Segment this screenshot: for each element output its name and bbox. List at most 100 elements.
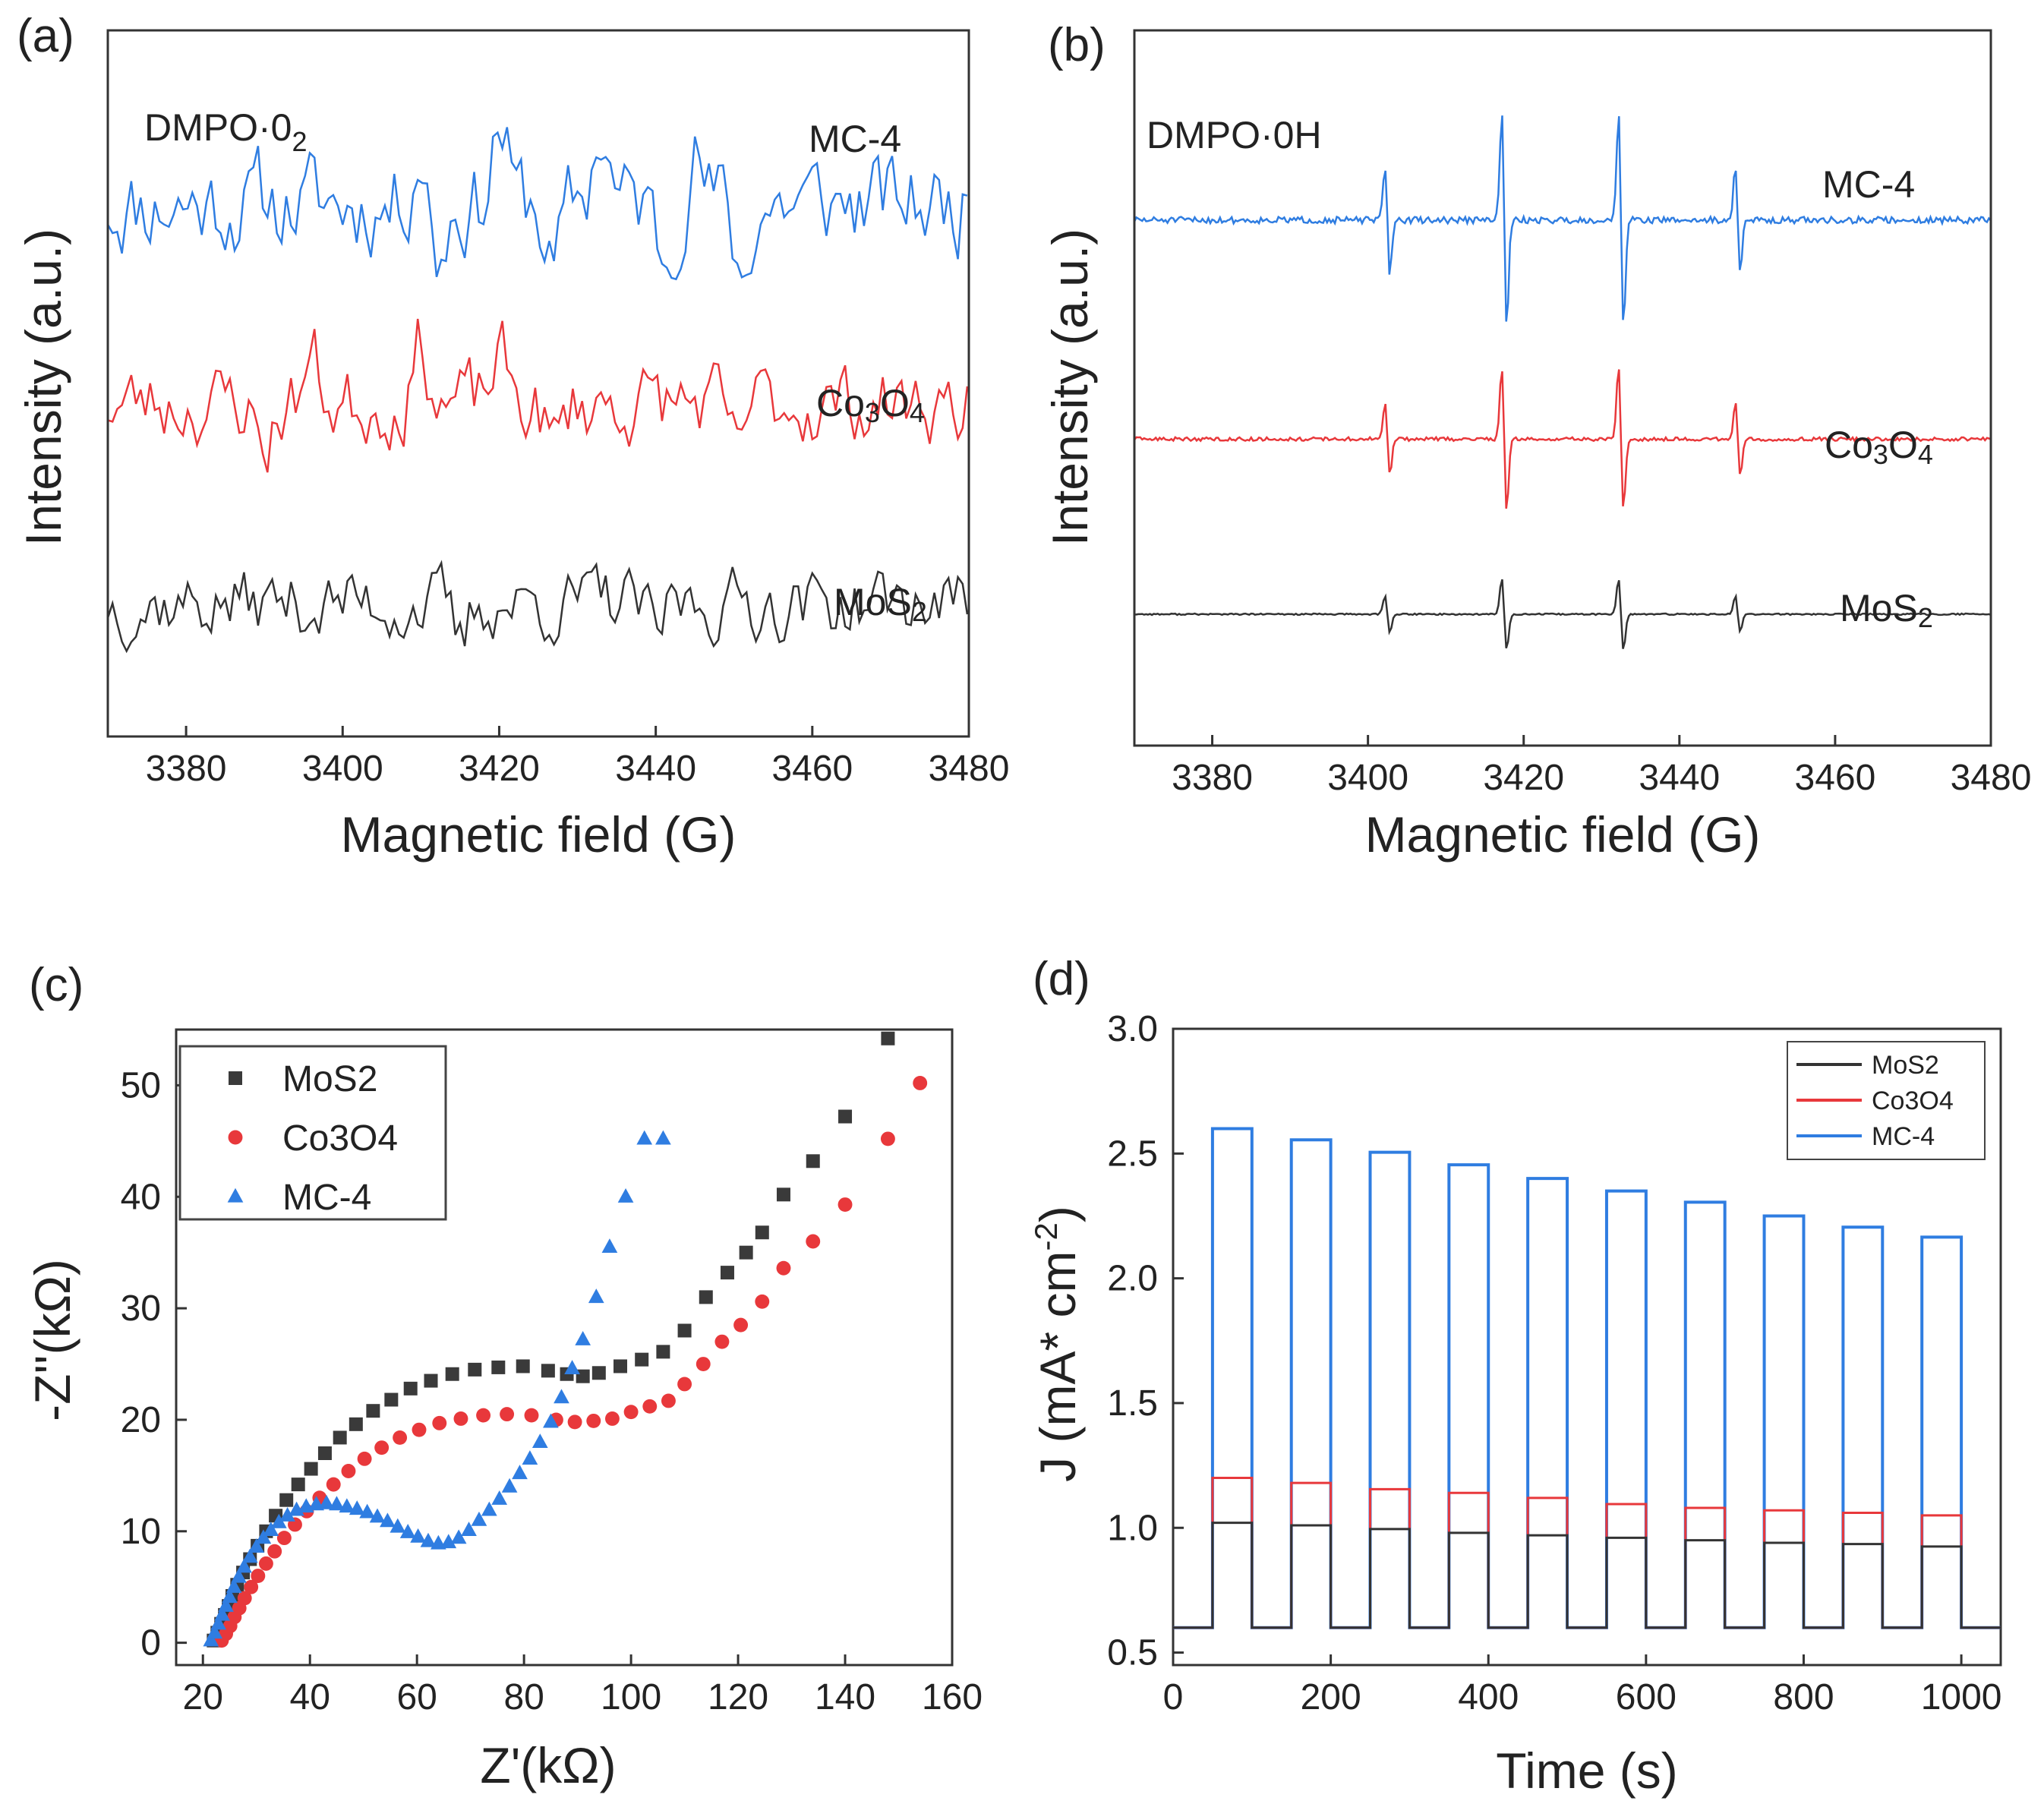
series-line-co3o4 (1133, 369, 1992, 509)
series-label-co3o4: Co3O4 (1825, 424, 1933, 470)
ylabel-superscript: -2 (1028, 1222, 1064, 1250)
x-tick-label: 3460 (771, 749, 853, 789)
data-point-mc4 (617, 1188, 634, 1203)
data-point-mos2 (366, 1404, 380, 1418)
data-point-mos2 (468, 1362, 482, 1377)
label-part: O (1888, 424, 1918, 466)
data-point-mc4 (203, 1632, 219, 1647)
data-point-mc4 (263, 1522, 279, 1536)
panel-a-epr-superoxide: 3380 3400 3420 3440 3460 3480 DMPO·02 MC-4 Co… (15, 29, 1009, 863)
annotation-subscript: 2 (292, 126, 307, 157)
data-point-co3o4 (326, 1477, 341, 1492)
data-point-co3o4 (237, 1591, 252, 1606)
y-axis-label: -Z''(kΩ) (24, 1259, 80, 1421)
data-point-mos2 (755, 1225, 769, 1240)
x-tick-label: 1000 (1921, 1677, 2002, 1717)
y-tick-label: 2.5 (1107, 1134, 1158, 1174)
data-point-mos2 (491, 1360, 506, 1374)
data-point-mc4 (359, 1503, 375, 1519)
x-tick-label: 400 (1458, 1677, 1519, 1717)
data-point-co3o4 (714, 1334, 730, 1349)
data-point-mc4 (231, 1568, 247, 1583)
y-axis-label: J (mA* cm-2) (1028, 1206, 1086, 1482)
data-point-mc4 (279, 1506, 295, 1522)
data-point-mc4 (532, 1433, 548, 1448)
label-subscript: 2 (1918, 602, 1933, 633)
data-point-mc4 (255, 1529, 272, 1544)
series-label-co3o4: Co3O4 (816, 382, 925, 428)
legend-marker-mc4 (227, 1187, 244, 1203)
series-line-mc4 (1133, 115, 1992, 322)
data-point-mc4 (210, 1615, 227, 1630)
x-tick-label: 3400 (302, 749, 383, 789)
x-tick-label: 3380 (146, 749, 227, 789)
data-point-mc4 (655, 1130, 671, 1145)
legend-label: MoS2 (282, 1059, 377, 1099)
y-tick-label: 1.0 (1107, 1508, 1158, 1548)
x-tick-label: 60 (396, 1677, 437, 1717)
series-line-mos2 (1173, 1522, 2001, 1629)
data-point-co3o4 (374, 1440, 390, 1456)
data-point-mc4 (522, 1450, 538, 1465)
label-part: Co (1825, 424, 1873, 466)
data-point-mos2 (591, 1366, 606, 1380)
data-point-co3o4 (357, 1451, 372, 1466)
data-point-mc4 (471, 1511, 487, 1526)
series-label-mos2: MoS2 (834, 581, 927, 627)
x-tick-label: 3480 (1951, 758, 2032, 798)
data-point-mc4 (270, 1513, 287, 1528)
x-tick-label: 160 (922, 1677, 983, 1717)
data-point-co3o4 (880, 1131, 895, 1146)
x-tick-label: 20 (183, 1677, 223, 1717)
y-axis-label: Intensity (a.u.) (1042, 229, 1098, 546)
y-tick-label: 50 (121, 1065, 161, 1105)
data-point-mc4 (236, 1558, 252, 1573)
x-tick-label: 600 (1616, 1677, 1677, 1717)
y-tick-label: 20 (121, 1400, 161, 1440)
data-point-mc4 (543, 1413, 559, 1428)
label-part: Co (816, 382, 865, 424)
data-point-co3o4 (806, 1234, 821, 1249)
data-point-mc4 (461, 1522, 477, 1536)
data-point-co3o4 (567, 1414, 582, 1430)
label-subscript: 4 (1918, 439, 1933, 470)
data-point-mos2 (720, 1266, 734, 1280)
label-subscript: 2 (912, 596, 927, 627)
label-subscript: 4 (910, 397, 925, 428)
data-point-mc4 (575, 1330, 591, 1345)
data-point-co3o4 (913, 1076, 928, 1090)
panel-a-annotation: DMPO·02 (144, 106, 308, 157)
data-point-mc4 (248, 1538, 265, 1553)
label-subscript: 3 (1873, 439, 1888, 470)
data-point-mc4 (390, 1518, 406, 1533)
x-tick-label: 120 (708, 1677, 768, 1717)
x-tick-label: 3440 (1639, 758, 1720, 798)
y-tick-label: 0 (140, 1623, 161, 1664)
data-point-co3o4 (267, 1544, 282, 1559)
y-tick-label: 40 (121, 1177, 161, 1217)
data-point-co3o4 (244, 1579, 259, 1594)
legend: MoS2 Co3O4 MC-4 (178, 1045, 447, 1221)
data-point-mc4 (564, 1360, 580, 1375)
ylabel-part: J (mA* cm (1030, 1251, 1086, 1482)
data-point-mc4 (241, 1548, 258, 1563)
data-point-mc4 (339, 1498, 355, 1513)
x-axis-label: Magnetic field (G) (341, 806, 737, 863)
data-point-mos2 (516, 1359, 530, 1374)
data-point-co3o4 (776, 1260, 791, 1276)
data-point-mc4 (329, 1496, 345, 1511)
data-point-mc4 (369, 1508, 386, 1523)
data-point-co3o4 (696, 1357, 711, 1371)
data-point-mc4 (399, 1524, 416, 1538)
data-point-mc4 (410, 1528, 426, 1543)
legend-label: Co3O4 (1872, 1086, 1954, 1115)
x-tick-label: 80 (503, 1677, 544, 1717)
data-point-mos2 (403, 1381, 418, 1396)
series-line-mc4 (106, 127, 968, 281)
legend-label: Co3O4 (282, 1118, 398, 1159)
data-point-mos2 (349, 1417, 363, 1431)
series-label-mos2: MoS2 (1840, 587, 1933, 633)
data-point-co3o4 (476, 1408, 491, 1423)
data-point-mc4 (226, 1578, 242, 1593)
data-point-mos2 (614, 1359, 628, 1374)
